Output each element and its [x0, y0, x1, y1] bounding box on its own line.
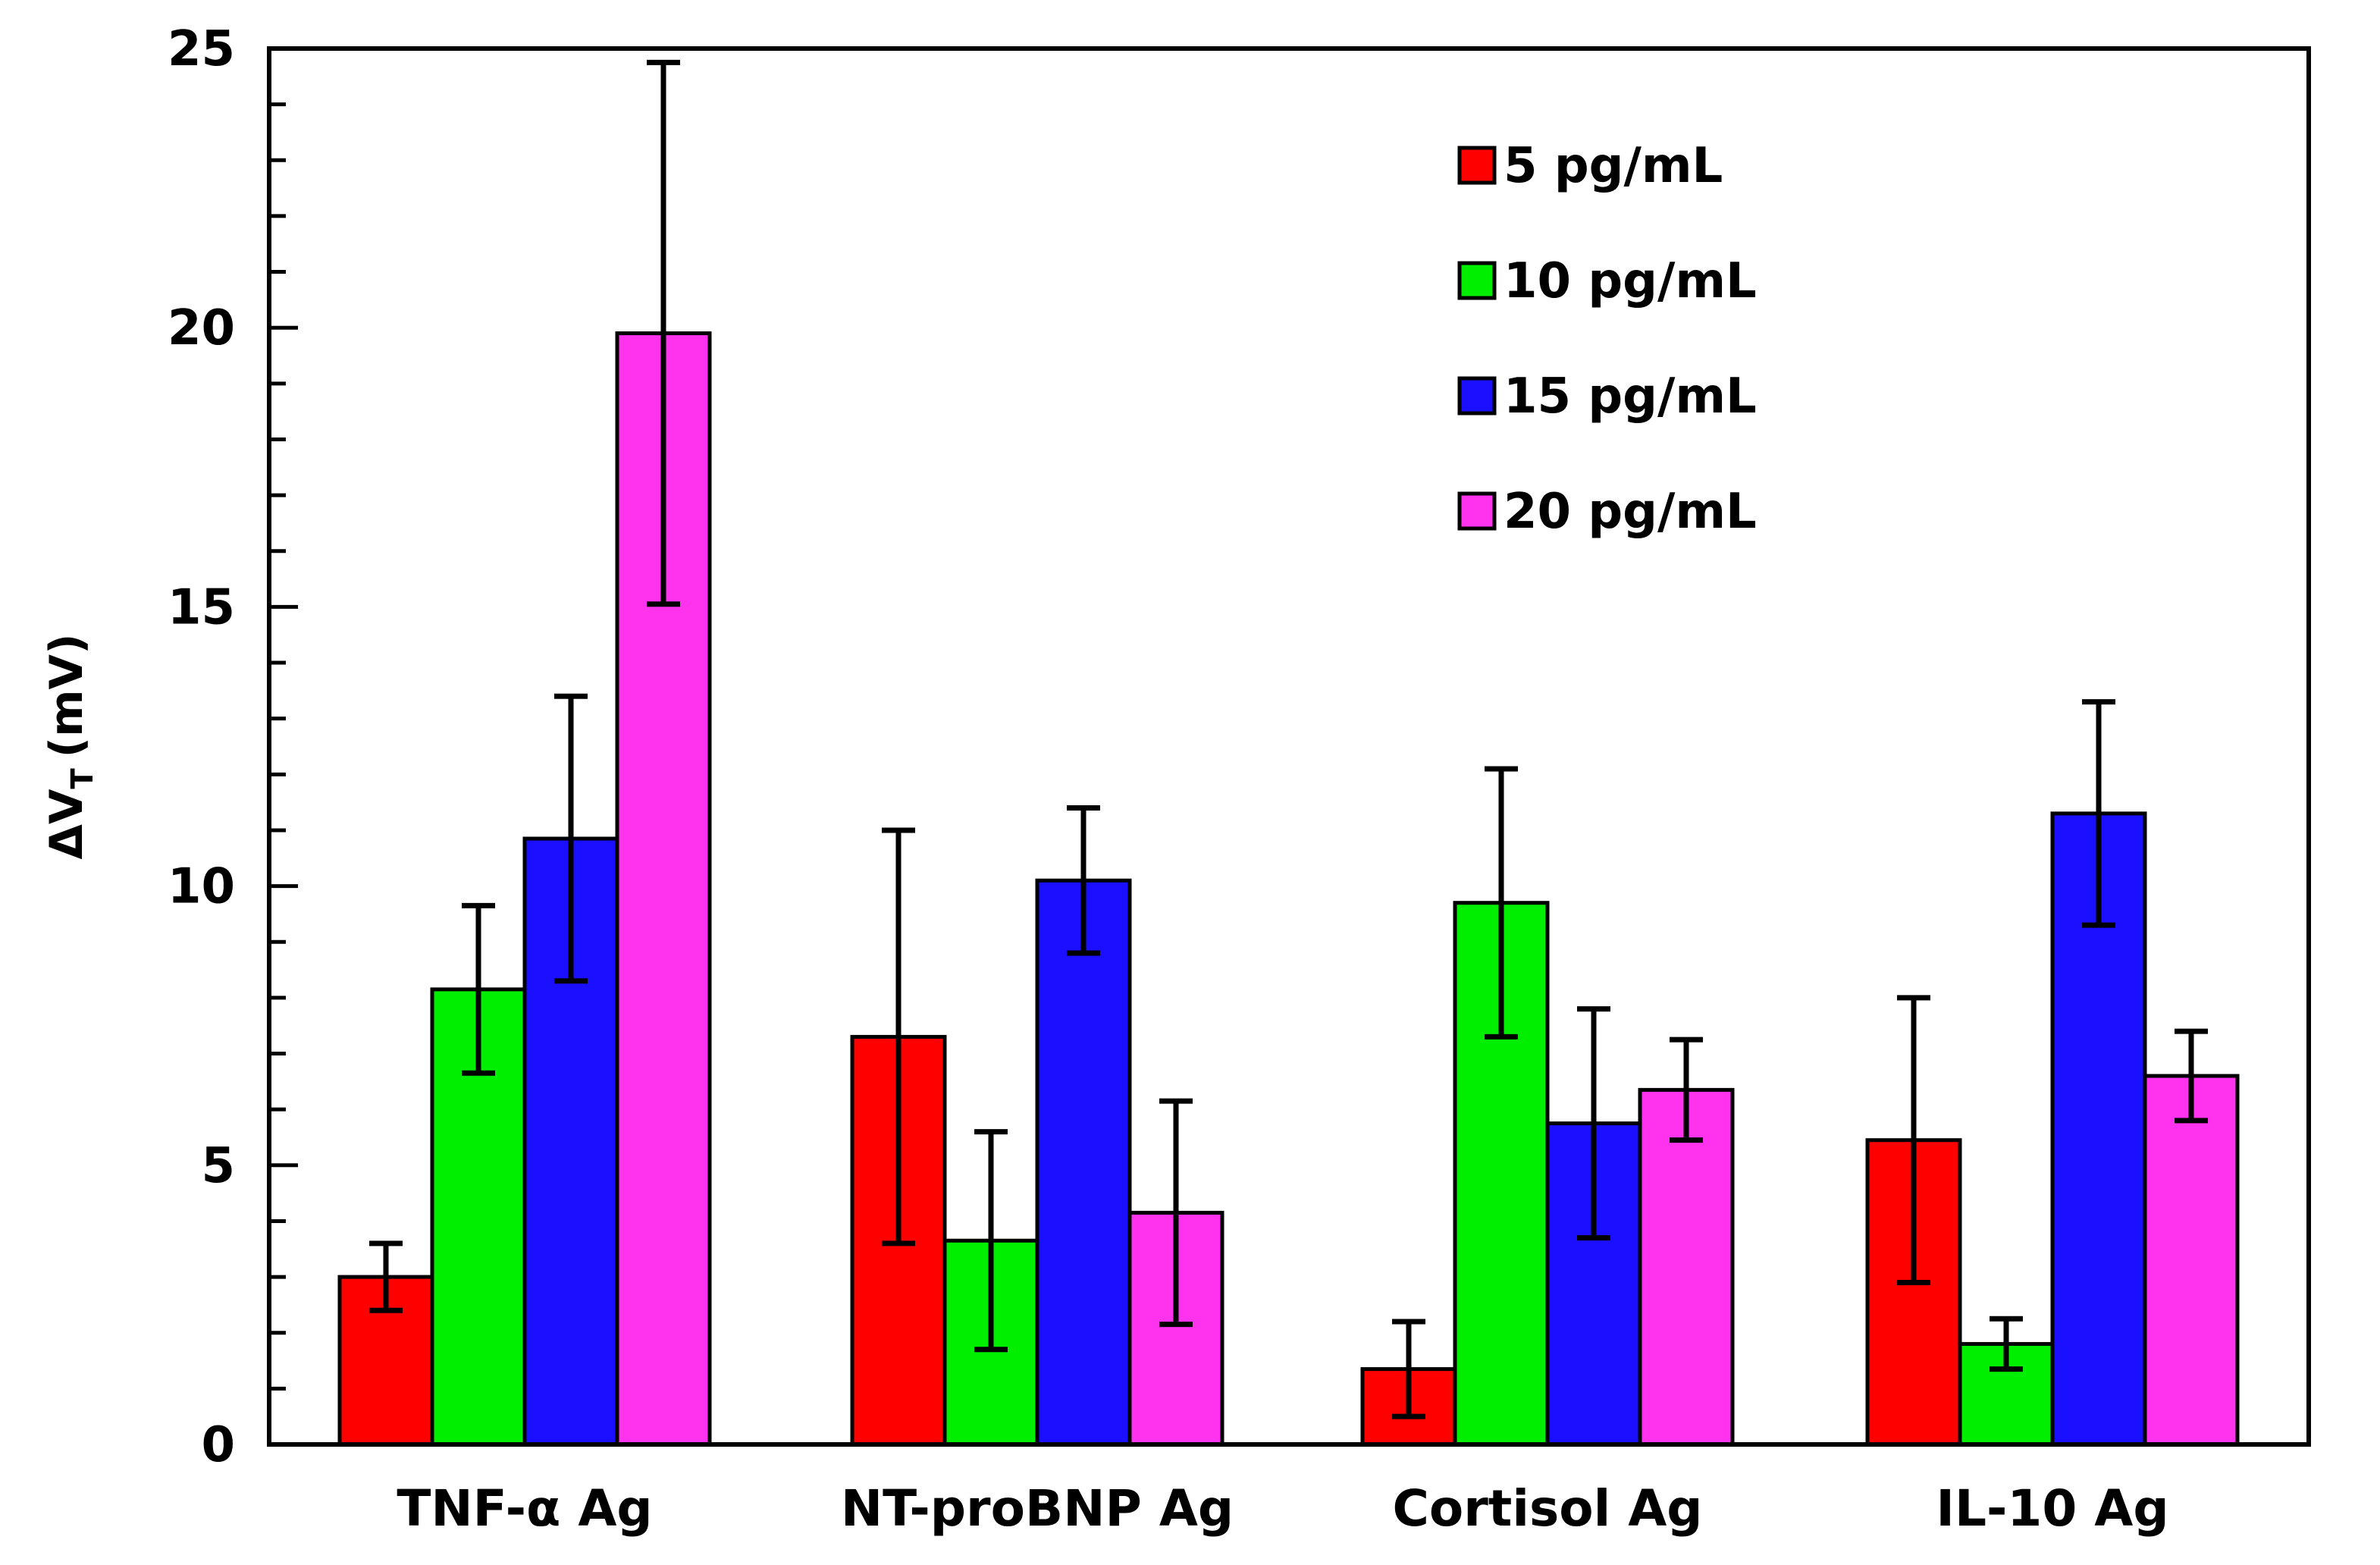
error-bar [1159, 1098, 1193, 1328]
y-tick-label: 0 [201, 1417, 235, 1473]
legend-label: 20 pg/mL [1504, 484, 1757, 540]
legend-label: 5 pg/mL [1504, 138, 1723, 194]
error-bar [1897, 995, 1930, 1285]
legend-label: 15 pg/mL [1504, 369, 1757, 425]
x-category-label: TNF-α Ag [397, 1479, 652, 1538]
bar [2143, 1074, 2240, 1447]
legend-swatch [1457, 491, 1497, 531]
error-bar [1990, 1316, 2023, 1372]
error-bar [647, 59, 680, 607]
bar [1035, 878, 1132, 1447]
y-axis-title-unit: (mV) [40, 634, 93, 758]
error-bar [1670, 1037, 1703, 1143]
y-axis-tick-labels: 0 5 10 15 20 25 [168, 21, 235, 1473]
bar [615, 331, 712, 1447]
y-tick-label: 10 [168, 859, 235, 915]
x-category-label: Cortisol Ag [1392, 1479, 1702, 1538]
error-bar [554, 693, 588, 984]
error-bar [369, 1240, 403, 1313]
y-tick-label: 20 [168, 300, 235, 356]
bars-layer [337, 331, 2240, 1447]
error-bar [974, 1129, 1008, 1353]
x-category-label: NT-proBNP Ag [841, 1479, 1234, 1538]
error-bar [1485, 766, 1518, 1040]
error-bar [2082, 699, 2115, 928]
error-bar [882, 827, 915, 1247]
legend-swatch [1457, 261, 1497, 300]
error-bar [1392, 1319, 1425, 1419]
x-axis-category-labels: TNF-α Ag NT-proBNP Ag Cortisol Ag IL-10 Ag [397, 1479, 2168, 1538]
y-axis-title-main: ΔV [40, 789, 93, 859]
plot-area-frame [267, 46, 2311, 1447]
bar [1638, 1087, 1735, 1447]
y-axis-title-subscript: T [65, 768, 100, 789]
error-bar [1577, 1006, 1610, 1241]
x-category-label: IL-10 Ag [1936, 1479, 2168, 1538]
error-bar [2175, 1028, 2208, 1124]
y-tick-label: 5 [201, 1138, 235, 1194]
legend-swatch [1457, 376, 1497, 416]
y-axis-ticks [269, 46, 298, 1447]
y-tick-label: 25 [168, 21, 235, 77]
error-bar [462, 902, 495, 1076]
legend-swatch [1457, 146, 1497, 185]
y-axis-title: ΔVT (mV) [40, 634, 100, 860]
legend: 5 pg/mL 10 pg/mL 15 pg/mL 20 pg/mL [1457, 138, 1757, 540]
y-tick-label: 15 [168, 579, 235, 635]
legend-label: 10 pg/mL [1504, 253, 1757, 309]
error-bar [1067, 805, 1100, 956]
error-bars-layer [369, 59, 2208, 1419]
